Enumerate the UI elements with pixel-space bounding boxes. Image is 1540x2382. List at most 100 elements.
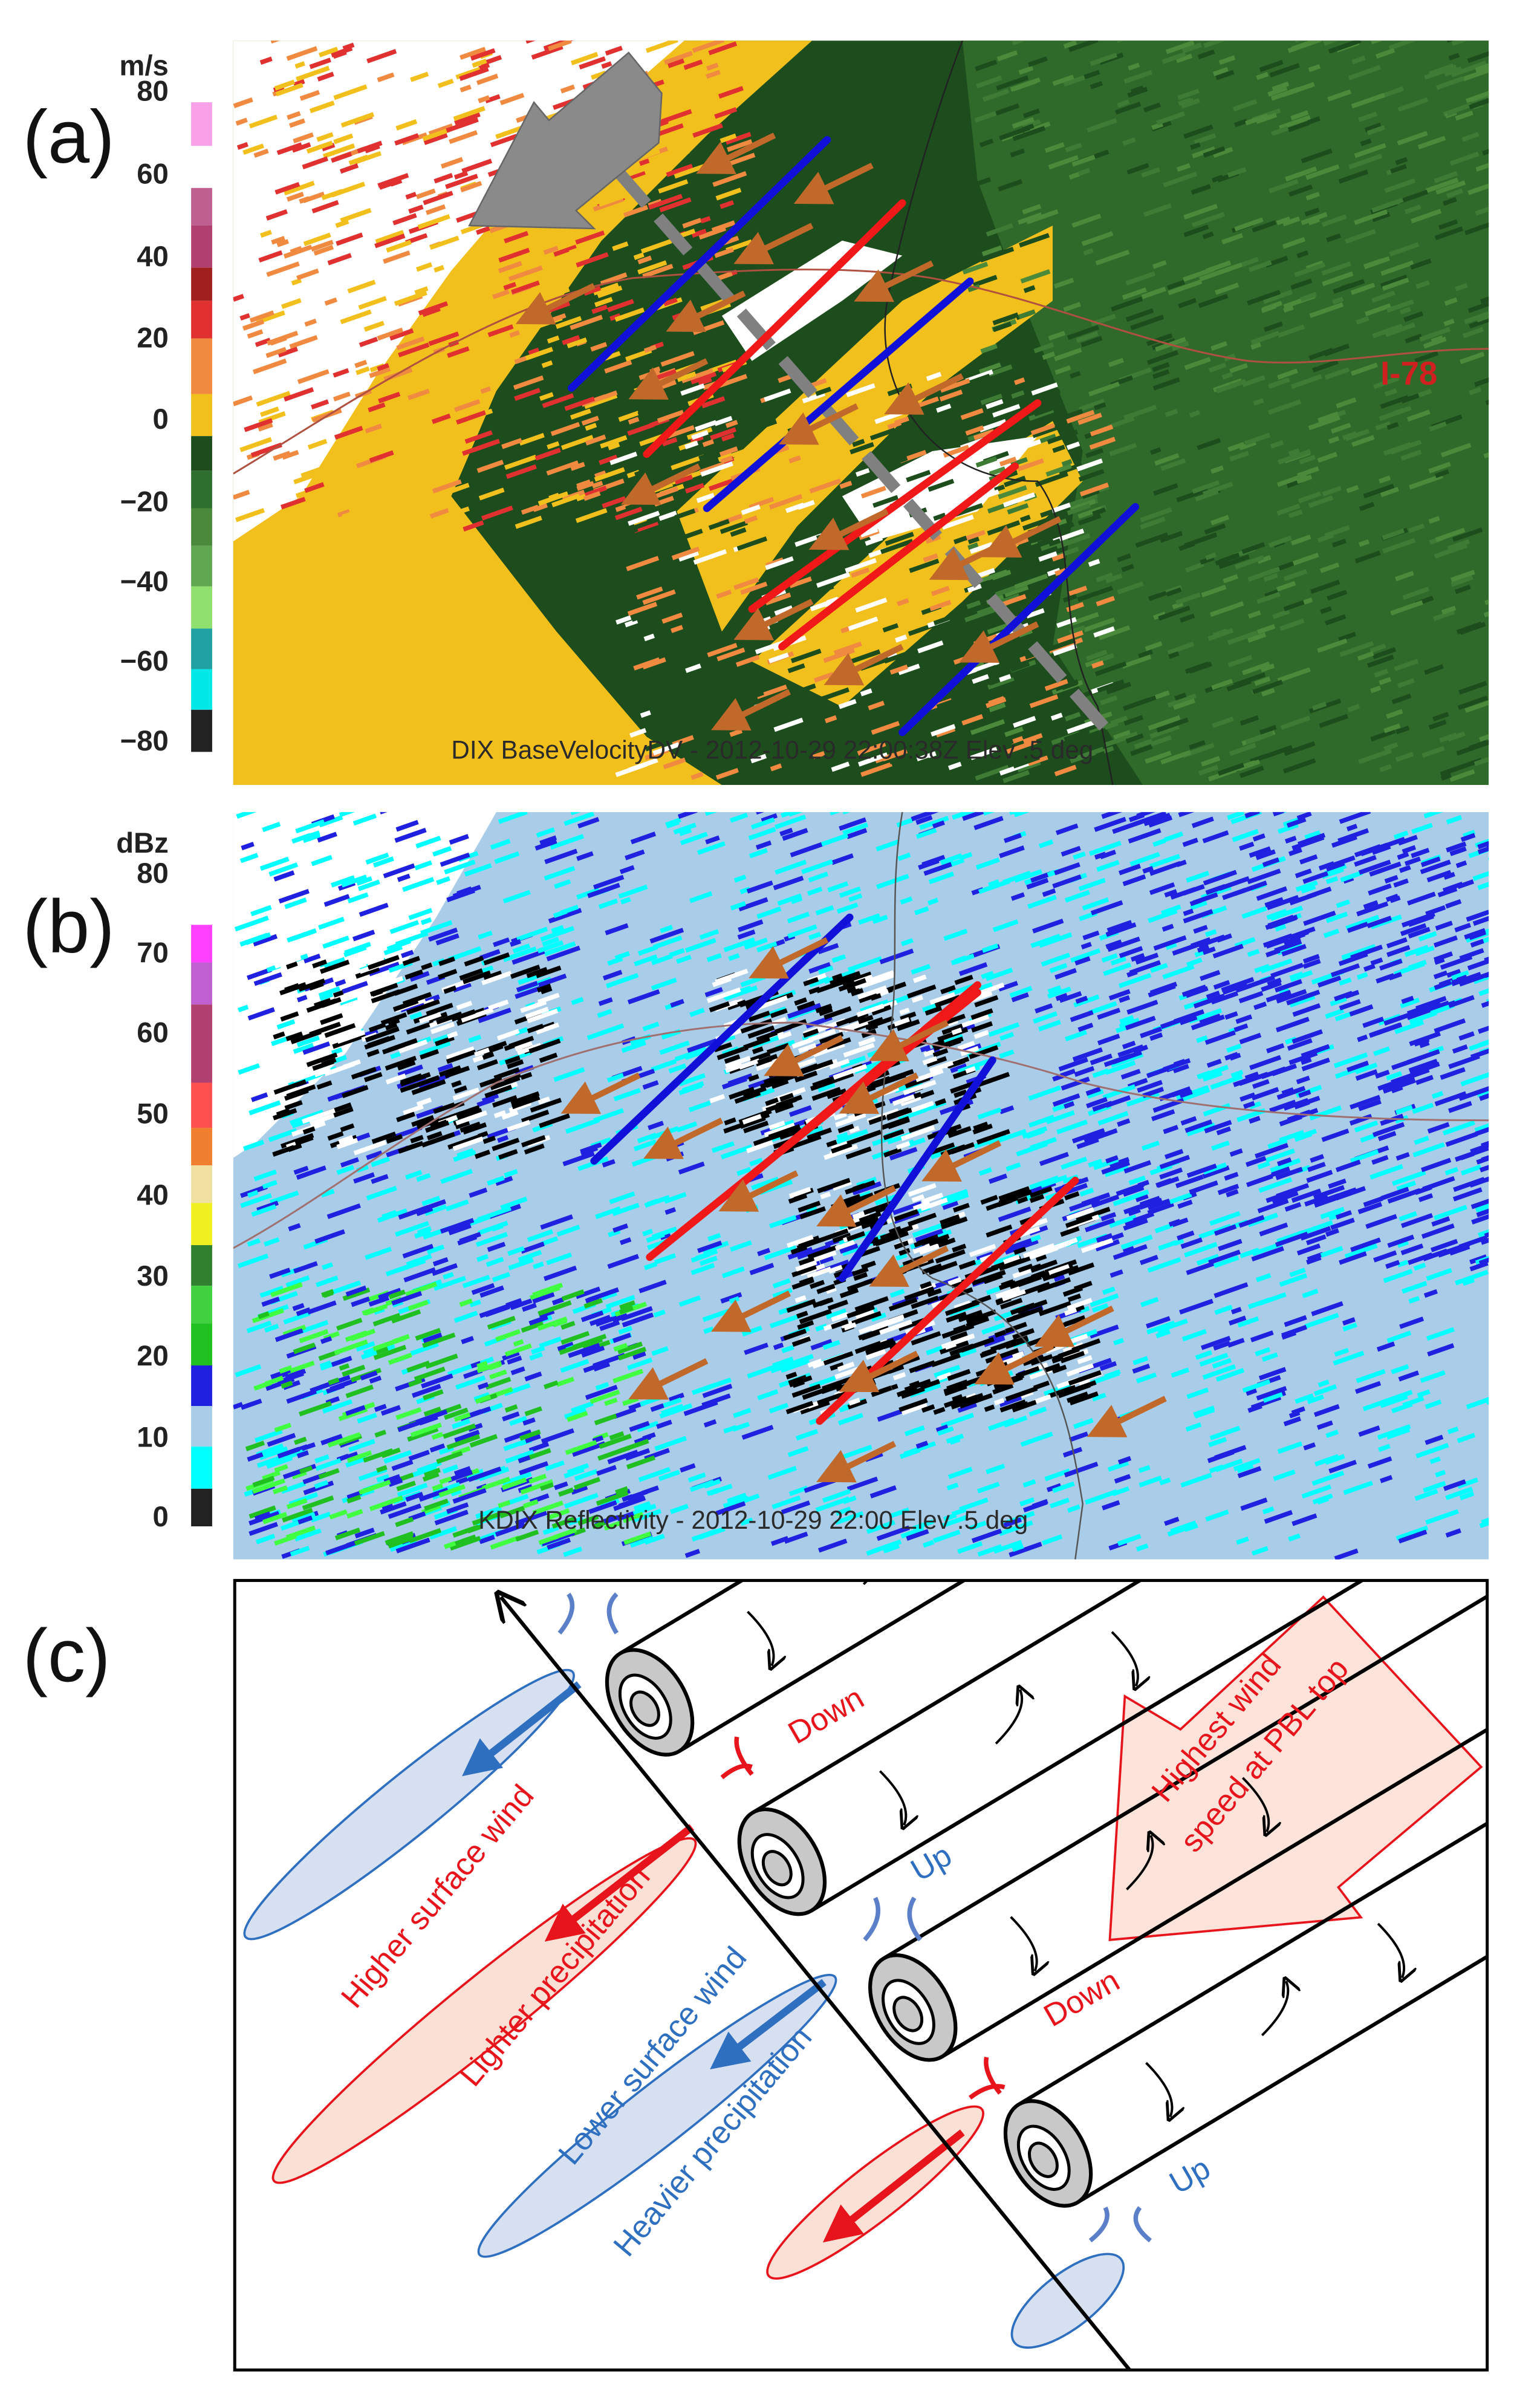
radar-echo [817, 1538, 848, 1553]
radar-echo [928, 1261, 958, 1275]
radar-echo [1121, 564, 1134, 573]
radar-echo [544, 941, 576, 957]
radar-echo [842, 812, 851, 815]
radar-echo [438, 1065, 461, 1077]
radar-echo [314, 1067, 332, 1078]
colorbar-swatch [191, 709, 212, 752]
radar-echo [1350, 1237, 1381, 1252]
radar-echo [276, 1108, 290, 1117]
radar-echo [1139, 1255, 1158, 1265]
radar-echo [618, 1495, 645, 1509]
radar-echo [1162, 964, 1195, 980]
radar-echo [971, 1528, 1002, 1543]
radar-echo [252, 358, 287, 374]
colorbar-swatch [191, 1082, 212, 1128]
radar-echo [1246, 1174, 1273, 1188]
radar-echo [407, 1075, 440, 1090]
radar-echo [588, 1500, 617, 1514]
radar-echo [330, 1028, 363, 1044]
radar-echo [420, 1409, 448, 1423]
radar-echo [1176, 487, 1208, 503]
radar-echo [1345, 229, 1376, 244]
radar-echo [319, 47, 339, 57]
radar-echo [1038, 839, 1054, 848]
radar-echo [787, 1446, 809, 1457]
radar-echo [564, 812, 595, 826]
radar-echo [681, 1081, 704, 1093]
radar-echo [265, 347, 287, 359]
radar-echo [773, 717, 804, 732]
shape [544, 1824, 695, 1942]
radar-echo [376, 1465, 388, 1473]
radar-echo [1336, 397, 1357, 409]
radar-echo [477, 1382, 489, 1390]
radar-echo [420, 920, 453, 936]
radar-echo [452, 1136, 484, 1151]
radar-echo [1458, 680, 1487, 695]
rotation-arrow [1241, 1777, 1269, 1832]
radar-echo [1463, 830, 1476, 838]
radar-echo [1221, 372, 1233, 380]
radar-echo [1445, 1528, 1461, 1538]
wind-arrow [666, 290, 746, 332]
radar-echo [525, 1434, 541, 1443]
radar-echo [1184, 1523, 1198, 1532]
radar-echo [1052, 1093, 1080, 1107]
radar-echo [791, 1336, 811, 1347]
radar-echo [802, 1032, 819, 1042]
radar-echo [1433, 970, 1448, 980]
radar-echo [1458, 1086, 1489, 1101]
radar-echo [1114, 1474, 1131, 1484]
radar-echo [623, 204, 649, 218]
radar-echo [1199, 1014, 1221, 1025]
radar-echo [1122, 1040, 1136, 1050]
radar-echo [895, 634, 908, 643]
radar-echo [1215, 557, 1229, 566]
radar-echo [1412, 1142, 1445, 1157]
radar-echo [936, 694, 967, 709]
radar-echo [502, 1411, 520, 1422]
radar-echo [1370, 685, 1382, 694]
radar-echo [627, 602, 658, 616]
radar-echo [273, 451, 291, 461]
radar-echo [1434, 935, 1458, 948]
radar-echo [634, 1434, 652, 1445]
radar-echo [845, 1146, 872, 1160]
radar-echo [1077, 513, 1102, 526]
radar-echo [1027, 894, 1057, 909]
radar-echo [1325, 861, 1345, 872]
radar-echo [237, 1253, 269, 1269]
radar-echo [527, 1023, 544, 1033]
radar-echo [1454, 1146, 1489, 1162]
radar-echo [1012, 1267, 1032, 1279]
radar-echo [1035, 1254, 1047, 1262]
radar-echo [299, 1465, 313, 1474]
radar-echo [742, 1086, 767, 1099]
radar-echo [933, 1036, 964, 1051]
radar-echo [1154, 453, 1180, 466]
radar-echo [275, 181, 301, 195]
radar-echo [1253, 1001, 1267, 1010]
radar-echo [1085, 657, 1102, 668]
radar-echo [872, 1233, 897, 1246]
radar-echo [1397, 678, 1415, 688]
radar-echo [757, 1389, 779, 1401]
radar-echo [917, 640, 944, 654]
radar-echo [999, 1032, 1015, 1041]
shape [515, 132, 1062, 731]
radar-echo [598, 898, 619, 910]
radar-echo [900, 896, 913, 905]
radar-echo [1074, 1066, 1095, 1077]
radar-echo [788, 1193, 808, 1204]
radar-echo [1072, 1047, 1103, 1062]
radar-echo [892, 1201, 922, 1215]
radar-echo [684, 938, 716, 953]
radar-echo [453, 171, 469, 180]
radar-echo [479, 1076, 502, 1088]
radar-echo [651, 977, 677, 991]
radar-echo [258, 422, 273, 432]
radar-echo [1477, 1206, 1489, 1215]
rotation-arrow [1261, 1981, 1288, 2037]
radar-echo [748, 1074, 759, 1082]
radar-echo [1461, 132, 1480, 142]
